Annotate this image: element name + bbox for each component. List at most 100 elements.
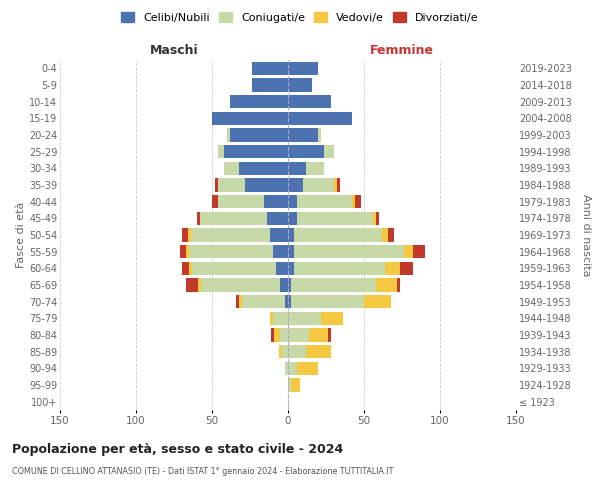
Bar <box>218 195 263 208</box>
Bar <box>288 362 297 375</box>
Bar <box>182 262 189 275</box>
Bar <box>273 245 288 258</box>
Bar <box>325 145 334 158</box>
Text: COMUNE DI CELLINO ATTANASIO (TE) - Dati ISTAT 1° gennaio 2024 - Elaborazione TUT: COMUNE DI CELLINO ATTANASIO (TE) - Dati … <box>12 468 394 476</box>
Bar <box>303 178 334 192</box>
Bar <box>288 195 297 208</box>
Bar <box>270 228 288 241</box>
Bar <box>288 145 325 158</box>
Bar <box>397 278 400 291</box>
Bar <box>382 228 388 241</box>
Bar <box>270 312 273 325</box>
Bar <box>334 178 337 192</box>
Bar <box>413 245 425 258</box>
Bar <box>291 295 364 308</box>
Bar <box>242 295 285 308</box>
Bar <box>251 62 288 75</box>
Bar <box>188 228 191 241</box>
Bar <box>189 262 192 275</box>
Bar <box>182 228 188 241</box>
Bar <box>294 228 382 241</box>
Bar <box>288 328 309 342</box>
Bar <box>285 362 288 375</box>
Bar <box>239 295 242 308</box>
Bar <box>288 228 294 241</box>
Bar <box>376 278 397 291</box>
Bar <box>280 278 288 291</box>
Bar <box>404 245 413 258</box>
Bar <box>288 262 294 275</box>
Text: Popolazione per età, sesso e stato civile - 2024: Popolazione per età, sesso e stato civil… <box>12 442 343 456</box>
Bar <box>285 295 288 308</box>
Bar <box>212 195 218 208</box>
Y-axis label: Anni di nascita: Anni di nascita <box>581 194 591 276</box>
Bar <box>236 295 239 308</box>
Text: Femmine: Femmine <box>370 44 434 57</box>
Bar <box>218 145 224 158</box>
Bar <box>288 212 297 225</box>
Bar <box>373 212 376 225</box>
Text: Maschi: Maschi <box>149 44 199 57</box>
Bar <box>218 178 245 192</box>
Bar <box>274 328 280 342</box>
Bar <box>306 345 331 358</box>
Bar <box>288 178 303 192</box>
Bar <box>288 295 291 308</box>
Bar <box>352 195 355 208</box>
Bar <box>251 78 288 92</box>
Bar <box>288 95 331 108</box>
Bar <box>189 245 273 258</box>
Bar <box>245 178 288 192</box>
Bar <box>288 378 291 392</box>
Bar <box>279 345 282 358</box>
Bar <box>291 278 376 291</box>
Bar <box>276 262 288 275</box>
Legend: Celibi/Nubili, Coniugati/e, Vedovi/e, Divorziati/e: Celibi/Nubili, Coniugati/e, Vedovi/e, Di… <box>117 8 483 28</box>
Bar <box>192 262 276 275</box>
Bar <box>288 345 306 358</box>
Bar <box>376 212 379 225</box>
Bar <box>364 295 391 308</box>
Bar <box>230 95 288 108</box>
Bar <box>306 162 325 175</box>
Bar <box>400 262 413 275</box>
Bar <box>328 328 331 342</box>
Bar <box>288 78 313 92</box>
Bar <box>186 245 189 258</box>
Bar <box>355 195 361 208</box>
Bar <box>197 212 200 225</box>
Bar <box>215 178 218 192</box>
Bar <box>230 128 288 141</box>
Bar <box>186 278 199 291</box>
Bar <box>288 62 319 75</box>
Bar <box>282 345 288 358</box>
Bar <box>297 212 373 225</box>
Bar <box>294 245 404 258</box>
Bar <box>288 128 319 141</box>
Bar <box>288 312 322 325</box>
Bar <box>224 162 239 175</box>
Bar <box>337 178 340 192</box>
Bar <box>388 228 394 241</box>
Bar <box>180 245 186 258</box>
Bar <box>267 212 288 225</box>
Bar <box>291 378 300 392</box>
Bar <box>224 145 288 158</box>
Bar <box>294 262 385 275</box>
Bar <box>288 278 291 291</box>
Bar <box>297 195 352 208</box>
Bar <box>200 212 267 225</box>
Bar <box>288 245 294 258</box>
Bar <box>239 162 288 175</box>
Bar <box>212 112 288 125</box>
Bar <box>385 262 400 275</box>
Bar <box>271 328 274 342</box>
Bar <box>322 312 343 325</box>
Bar <box>191 228 270 241</box>
Bar <box>309 328 328 342</box>
Bar <box>319 128 322 141</box>
Bar <box>288 112 352 125</box>
Bar <box>199 278 202 291</box>
Bar <box>202 278 280 291</box>
Bar <box>288 162 306 175</box>
